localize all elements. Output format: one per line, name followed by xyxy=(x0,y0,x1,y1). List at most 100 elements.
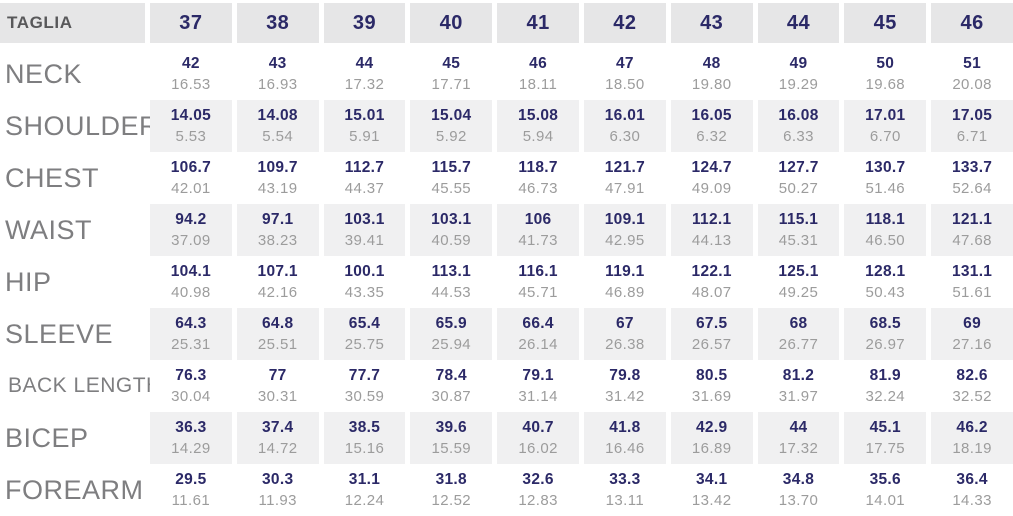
measurement-value-bottom: 44.13 xyxy=(691,232,732,250)
measurement-cell: 103.1 40.59 xyxy=(410,204,493,256)
measurement-value-top: 127.7 xyxy=(778,158,819,176)
measurement-cell: 44 17.32 xyxy=(323,48,406,100)
measurement-value-bottom: 43.35 xyxy=(344,284,385,302)
measurement-value-bottom: 26.38 xyxy=(605,336,645,354)
measurement-value-top: 131.1 xyxy=(951,262,993,280)
measurement-value-bottom: 50.43 xyxy=(865,284,906,302)
size-column-header-37: 37 xyxy=(150,3,232,43)
measurement-cell: 103.1 39.41 xyxy=(323,204,406,256)
measurement-cell: 77 30.31 xyxy=(236,360,319,412)
measurement-cell: 125.1 49.25 xyxy=(757,256,840,308)
measurement-value-bottom: 51.61 xyxy=(952,284,992,302)
measurement-value-top: 79.8 xyxy=(609,366,641,384)
measurement-cell: 42.9 16.89 xyxy=(670,412,753,464)
measurement-cell: 109.7 43.19 xyxy=(236,152,319,204)
measurement-value-top: 122.1 xyxy=(691,262,732,280)
measurement-value-top: 104.1 xyxy=(170,262,212,280)
measurement-value-bottom: 25.75 xyxy=(344,336,385,354)
measurement-value-top: 66.4 xyxy=(522,314,554,332)
measurement-value-bottom: 5.94 xyxy=(522,128,554,146)
measurement-value-bottom: 18.50 xyxy=(605,76,645,94)
measurement-cell: 66.4 26.14 xyxy=(497,308,579,360)
measurement-value-top: 43 xyxy=(268,54,287,72)
measurement-value-bottom: 39.41 xyxy=(344,232,385,250)
measurement-value-bottom: 16.93 xyxy=(257,76,298,94)
measurement-value-top: 109.1 xyxy=(604,210,646,228)
row-label-shoulder: SHOULDER xyxy=(0,100,159,152)
measurement-value-top: 64.3 xyxy=(175,314,207,332)
measurement-value-bottom: 30.59 xyxy=(344,388,385,406)
measurement-value-bottom: 38.23 xyxy=(257,232,298,250)
measurement-cell: 43 16.93 xyxy=(236,48,319,100)
measurement-value-top: 68.5 xyxy=(869,314,901,332)
measurement-value-bottom: 18.19 xyxy=(952,440,992,458)
measurement-cell: 128.1 50.43 xyxy=(844,256,927,308)
row-label-neck: NECK xyxy=(0,48,145,100)
measurement-cell: 65.9 25.94 xyxy=(410,308,493,360)
measurement-value-bottom: 5.53 xyxy=(175,128,207,146)
measurement-value-top: 17.01 xyxy=(865,106,906,124)
measurement-value-bottom: 12.24 xyxy=(344,492,385,510)
measurement-value-bottom: 14.29 xyxy=(171,440,211,458)
measurement-cell: 15.01 5.91 xyxy=(323,100,406,152)
measurement-cell: 78.4 30.87 xyxy=(410,360,493,412)
measurement-cell: 17.05 6.71 xyxy=(931,100,1013,152)
measurement-value-bottom: 6.70 xyxy=(869,128,901,146)
row-label-chest: CHEST xyxy=(0,152,145,204)
measurement-cell: 48 19.80 xyxy=(670,48,753,100)
measurement-value-bottom: 45.31 xyxy=(778,232,819,250)
measurement-value-top: 119.1 xyxy=(605,262,645,280)
measurement-value-bottom: 25.31 xyxy=(171,336,211,354)
measurement-value-top: 116.1 xyxy=(518,262,558,280)
measurement-value-bottom: 16.46 xyxy=(605,440,645,458)
measurement-value-bottom: 25.51 xyxy=(257,336,298,354)
measurement-cell: 42 16.53 xyxy=(150,48,232,100)
measurement-value-bottom: 13.42 xyxy=(691,492,732,510)
measurement-cell: 37.4 14.72 xyxy=(236,412,319,464)
measurement-cell: 32.6 12.83 xyxy=(497,464,579,516)
measurement-value-bottom: 20.08 xyxy=(952,76,992,94)
measurement-value-bottom: 17.71 xyxy=(431,76,472,94)
measurement-value-bottom: 43.19 xyxy=(257,180,298,198)
measurement-value-bottom: 17.32 xyxy=(778,440,819,458)
measurement-value-bottom: 32.24 xyxy=(865,388,906,406)
measurement-cell: 16.08 6.33 xyxy=(757,100,840,152)
measurement-cell: 38.5 15.16 xyxy=(323,412,406,464)
measurement-value-top: 128.1 xyxy=(865,262,906,280)
size-column-header-41: 41 xyxy=(497,3,579,43)
measurement-cell: 34.1 13.42 xyxy=(670,464,753,516)
measurement-value-top: 125.1 xyxy=(778,262,819,280)
measurement-value-top: 121.7 xyxy=(604,158,646,176)
measurement-cell: 77.7 30.59 xyxy=(323,360,406,412)
measurement-value-bottom: 42.01 xyxy=(171,180,211,198)
measurement-cell: 30.3 11.93 xyxy=(236,464,319,516)
measurement-value-bottom: 5.54 xyxy=(262,128,294,146)
measurement-value-bottom: 6.71 xyxy=(956,128,988,146)
measurement-value-bottom: 47.68 xyxy=(952,232,992,250)
measurement-value-top: 15.04 xyxy=(431,106,472,124)
measurement-cell: 121.1 47.68 xyxy=(931,204,1013,256)
measurement-cell: 15.08 5.94 xyxy=(497,100,579,152)
measurement-value-top: 16.08 xyxy=(778,106,819,124)
measurement-value-bottom: 27.16 xyxy=(952,336,992,354)
measurement-cell: 115.7 45.55 xyxy=(410,152,493,204)
measurement-value-bottom: 37.09 xyxy=(171,232,211,250)
measurement-value-bottom: 11.61 xyxy=(171,492,211,510)
measurement-cell: 119.1 46.89 xyxy=(584,256,666,308)
measurement-value-bottom: 14.72 xyxy=(257,440,298,458)
measurement-cell: 14.05 5.53 xyxy=(150,100,232,152)
measurement-value-top: 121.1 xyxy=(951,210,993,228)
measurement-value-top: 112.7 xyxy=(344,158,385,176)
measurement-value-top: 15.01 xyxy=(344,106,385,124)
measurement-value-top: 14.08 xyxy=(257,106,298,124)
measurement-cell: 82.6 32.52 xyxy=(931,360,1013,412)
measurement-value-bottom: 18.11 xyxy=(518,76,558,94)
measurement-value-bottom: 32.52 xyxy=(952,388,992,406)
measurement-value-bottom: 15.16 xyxy=(344,440,385,458)
measurement-cell: 107.1 42.16 xyxy=(236,256,319,308)
measurement-value-top: 67 xyxy=(615,314,634,332)
measurement-cell: 41.8 16.46 xyxy=(584,412,666,464)
measurement-cell: 130.7 51.46 xyxy=(844,152,927,204)
row-label-bicep: BICEP xyxy=(0,412,145,464)
measurement-value-top: 14.05 xyxy=(170,106,212,124)
